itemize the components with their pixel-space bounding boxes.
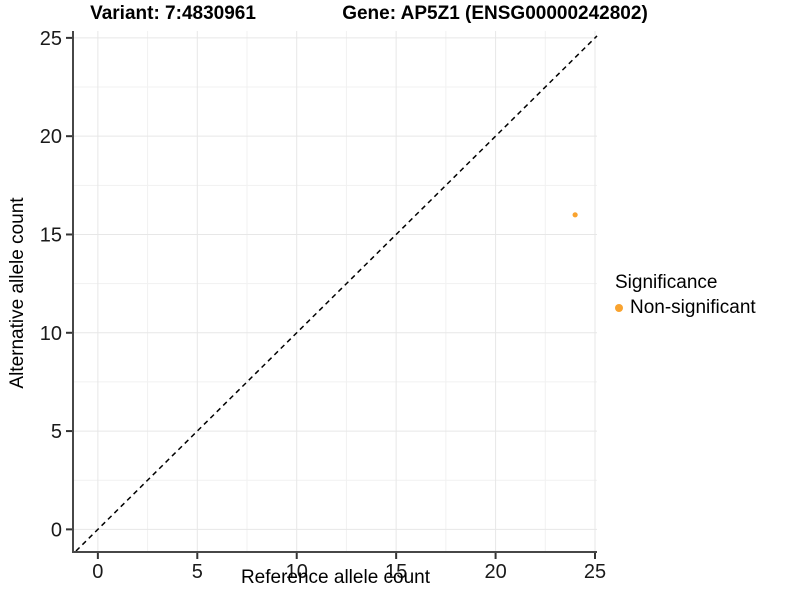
data-point [572, 212, 578, 218]
x-tick-label: 15 [385, 561, 407, 583]
x-tick-label: 25 [584, 561, 606, 583]
y-tick-label: 5 [51, 421, 62, 443]
identity-diagonal-line [75, 35, 598, 552]
y-tick-label: 0 [51, 519, 62, 541]
plot-title-variant: Variant: 7:4830961 [90, 3, 256, 24]
legend-item-label: Non-significant [630, 297, 756, 318]
y-tick-label: 20 [40, 126, 62, 148]
x-tick-label: 0 [92, 561, 103, 583]
y-tick-label: 10 [40, 323, 62, 345]
y-tick-label: 15 [40, 224, 62, 246]
y-axis-label: Alternative allele count [7, 197, 28, 389]
x-axis-label: Reference allele count [240, 567, 431, 588]
legend-title: Significance [615, 272, 718, 293]
plot-title-gene: Gene: AP5Z1 (ENSG00000242802) [342, 3, 648, 24]
x-tick-label: 20 [484, 561, 506, 583]
legend-point-marker-icon [615, 304, 623, 312]
y-tick-label: 25 [40, 28, 62, 50]
legend-item: Non-significant [615, 297, 756, 319]
x-tick-label: 5 [192, 561, 203, 583]
legend: Significance Non-significant [615, 272, 756, 319]
x-tick-label: 10 [286, 561, 308, 583]
